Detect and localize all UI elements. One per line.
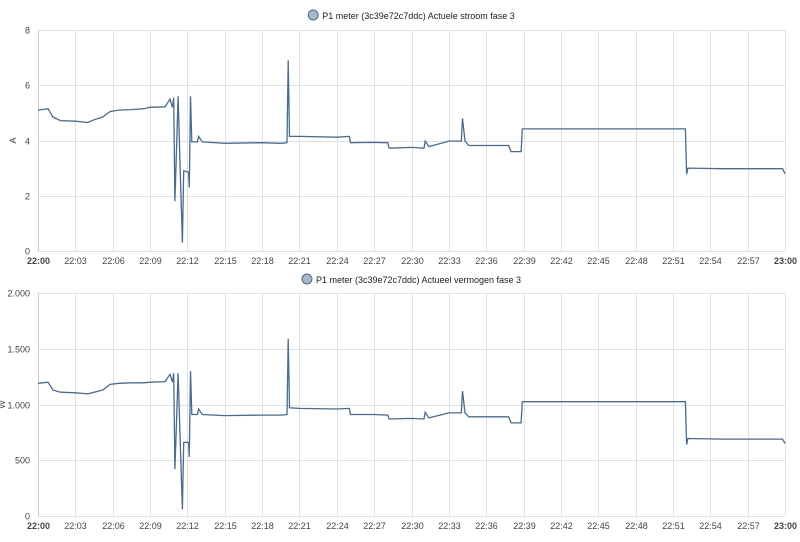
legend-label[interactable]: P1 meter (3c39e72c7ddc) Actueel vermogen… [316, 275, 521, 285]
x-tick-label: 22:48 [625, 521, 648, 531]
x-tick-label: 22:57 [737, 521, 760, 531]
x-tick-label: 22:30 [401, 521, 424, 531]
y-axis-label: W [0, 400, 7, 409]
series-line[interactable] [37, 338, 786, 510]
x-tick-label: 22:12 [176, 521, 199, 531]
legend[interactable]: P1 meter (3c39e72c7ddc) Actueel vermogen… [301, 273, 521, 285]
x-tick-label: 22:15 [214, 256, 237, 266]
x-tick-label: 22:24 [326, 521, 349, 531]
x-tick-label: 22:42 [550, 521, 573, 531]
x-tick-label: 22:39 [513, 521, 536, 531]
x-tick-label: 22:12 [176, 256, 199, 266]
x-tick-label: 22:27 [363, 256, 386, 266]
x-tick-label: 22:27 [363, 521, 386, 531]
x-tick-label: 22:21 [288, 521, 311, 531]
x-tick-label: 22:51 [662, 521, 685, 531]
x-tick-label: 22:21 [288, 256, 311, 266]
x-tick-label: 22:33 [438, 521, 461, 531]
chart-2: 0 500 1.000 1.500 2.000 22:00 22:03 22:06 22:09 2… [0, 273, 797, 531]
legend[interactable]: P1 meter (3c39e72c7ddc) Actuele stroom f… [307, 9, 515, 21]
legend-swatch[interactable] [307, 9, 319, 21]
x-tick-label: 22:15 [214, 521, 237, 531]
y-tick-label: 0 [25, 512, 30, 522]
x-tick-label: 22:00 [27, 521, 50, 531]
y-tick-label: 0 [25, 247, 30, 257]
y-tick-label: 2.000 [7, 289, 30, 299]
y-tick-label: 2 [25, 192, 30, 202]
x-tick-label: 22:03 [64, 521, 87, 531]
x-tick-label: 22:30 [401, 256, 424, 266]
legend-swatch[interactable] [301, 273, 313, 285]
x-tick-label: 22:09 [139, 521, 162, 531]
y-tick-label: 1.000 [7, 401, 30, 411]
y-tick-label: 1.500 [7, 345, 30, 355]
x-tick-label: 23:00 [774, 521, 797, 531]
y-axis-label: A [8, 137, 18, 143]
x-tick-label: 22:42 [550, 256, 573, 266]
x-tick-label: 22:39 [513, 256, 536, 266]
x-tick-label: 22:00 [27, 256, 50, 266]
x-tick-label: 22:06 [102, 521, 125, 531]
x-tick-label: 22:18 [251, 256, 274, 266]
x-tick-label: 22:36 [475, 256, 498, 266]
chart-1: 0 2 4 6 8 22:00 22:03 22:06 22:09 22:12 22:15 22:18… [8, 9, 797, 266]
x-tick-label: 22:36 [475, 521, 498, 531]
x-tick-label: 22:54 [699, 521, 722, 531]
series-line[interactable] [37, 60, 786, 243]
x-tick-label: 22:09 [139, 256, 162, 266]
y-tick-label: 4 [25, 137, 30, 147]
x-tick-label: 22:24 [326, 256, 349, 266]
y-tick-label: 500 [15, 456, 30, 466]
y-tick-label: 8 [25, 26, 30, 36]
x-tick-label: 22:18 [251, 521, 274, 531]
x-tick-label: 23:00 [774, 256, 797, 266]
x-tick-label: 22:33 [438, 256, 461, 266]
x-tick-label: 22:45 [587, 256, 610, 266]
y-tick-label: 6 [25, 81, 30, 91]
x-tick-label: 22:06 [102, 256, 125, 266]
x-tick-label: 22:48 [625, 256, 648, 266]
legend-label[interactable]: P1 meter (3c39e72c7ddc) Actuele stroom f… [322, 11, 515, 21]
x-tick-label: 22:51 [662, 256, 685, 266]
x-tick-label: 22:54 [699, 256, 722, 266]
x-tick-label: 22:45 [587, 521, 610, 531]
x-tick-label: 22:57 [737, 256, 760, 266]
x-tick-label: 22:03 [64, 256, 87, 266]
